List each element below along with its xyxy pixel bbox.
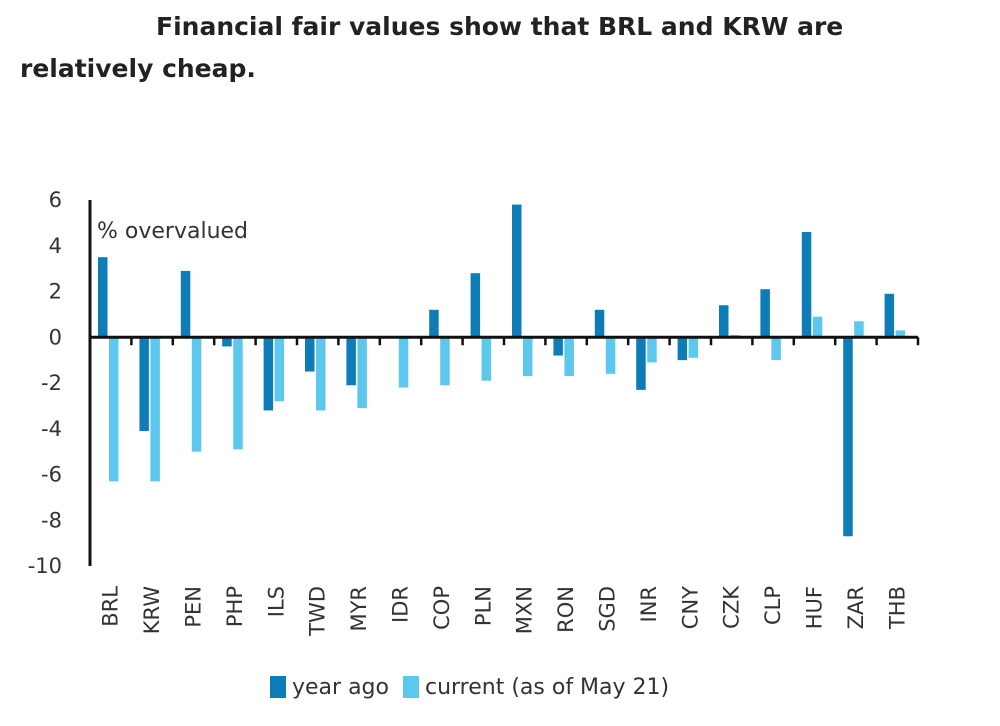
bar-current-pln [481, 337, 492, 381]
category-label-myr: MYR [347, 586, 371, 632]
legend-swatch-year-ago [270, 676, 286, 698]
bar-year-ago-thb [884, 293, 895, 338]
bar-year-ago-cny [677, 337, 688, 361]
bar-year-ago-clp [760, 289, 770, 338]
category-label-ils: ILS [264, 586, 288, 617]
y-axis-ticks: 6 4 2 0 -2 -4 -6 -8 -10 [28, 188, 62, 578]
y-tick-label: 2 [49, 280, 62, 304]
legend: year ago current (as of May 21) [270, 670, 683, 704]
category-label-ron: RON [554, 586, 578, 633]
bar-year-ago-czk [719, 305, 729, 338]
bar-current-cny [688, 337, 699, 358]
bar-year-ago-cop [429, 309, 439, 338]
bar-year-ago-inr [636, 337, 646, 390]
category-label-huf: HUF [803, 586, 827, 629]
y-tick-label: -8 [41, 508, 62, 532]
bar-current-ron [564, 337, 574, 377]
y-tick-label: -2 [41, 371, 62, 395]
bar-current-clp [771, 337, 781, 361]
bar-year-ago-pen [180, 270, 191, 338]
bar-current-brl [109, 337, 119, 482]
category-labels: BRL KRW PEN PHP ILS TWD MYR IDR COP PLN MXN RON SGD I… [99, 585, 910, 637]
bar-current-twd [316, 337, 326, 411]
category-label-idr: IDR [389, 586, 413, 623]
bar-current-huf [812, 316, 823, 338]
category-label-php: PHP [223, 586, 247, 627]
chart-title: Financial fair values show that BRL and … [20, 12, 844, 83]
bar-current-cop [440, 337, 450, 386]
y-tick-label: -10 [28, 554, 62, 578]
category-label-clp: CLP [761, 586, 785, 625]
bar-current-pen [191, 337, 202, 452]
category-label-pln: PLN [471, 586, 495, 626]
bar-current-sgd [605, 337, 616, 374]
category-label-brl: BRL [99, 586, 123, 627]
bars [98, 204, 906, 537]
category-label-twd: TWD [306, 586, 330, 637]
bar-year-ago-myr [346, 337, 356, 386]
legend-label-year-ago: year ago [292, 674, 389, 700]
bar-year-ago-pln [470, 273, 481, 338]
category-label-zar: ZAR [844, 586, 868, 629]
bar-current-zar [854, 321, 864, 338]
bar-year-ago-mxn [512, 204, 522, 338]
bar-year-ago-krw [139, 337, 149, 432]
legend-label-current: current (as of May 21) [424, 674, 670, 700]
bar-year-ago-ils [263, 337, 274, 411]
legend-item-current: current (as of May 21) [402, 674, 670, 700]
category-label-pen: PEN [182, 586, 206, 628]
bar-year-ago-sgd [594, 309, 605, 338]
bar-current-krw [150, 337, 160, 482]
category-label-cop: COP [430, 586, 454, 630]
bar-current-idr [398, 337, 409, 388]
y-tick-label: 4 [49, 234, 62, 258]
y-tick-label: -4 [41, 417, 62, 441]
y-tick-label: 6 [49, 188, 62, 212]
legend-item-year-ago: year ago [270, 675, 389, 700]
bar-year-ago-huf [801, 232, 812, 338]
category-label-sgd: SGD [596, 586, 620, 632]
category-label-thb: THB [885, 586, 909, 630]
bar-current-myr [357, 337, 367, 409]
bar-year-ago-twd [305, 337, 315, 372]
legend-swatch-current [402, 676, 419, 698]
bar-year-ago-ron [553, 337, 563, 356]
bar-current-php [233, 337, 243, 450]
y-tick-label: 0 [49, 325, 62, 349]
bar-current-mxn [523, 337, 533, 377]
category-label-inr: INR [637, 586, 661, 623]
category-label-mxn: MXN [513, 586, 537, 634]
bar-current-ils [274, 337, 285, 402]
bar-year-ago-brl [98, 257, 108, 338]
bar-current-inr [647, 337, 657, 363]
bar-year-ago-zar [843, 337, 853, 537]
bar-current-thb [895, 330, 906, 338]
bar-year-ago-php [222, 337, 232, 347]
category-label-krw: KRW [140, 586, 164, 635]
category-label-czk: CZK [720, 585, 744, 629]
axes [88, 200, 920, 566]
y-unit-annotation: % overvalued [97, 219, 248, 244]
y-tick-label: -6 [41, 463, 62, 487]
category-label-cny: CNY [678, 586, 702, 629]
